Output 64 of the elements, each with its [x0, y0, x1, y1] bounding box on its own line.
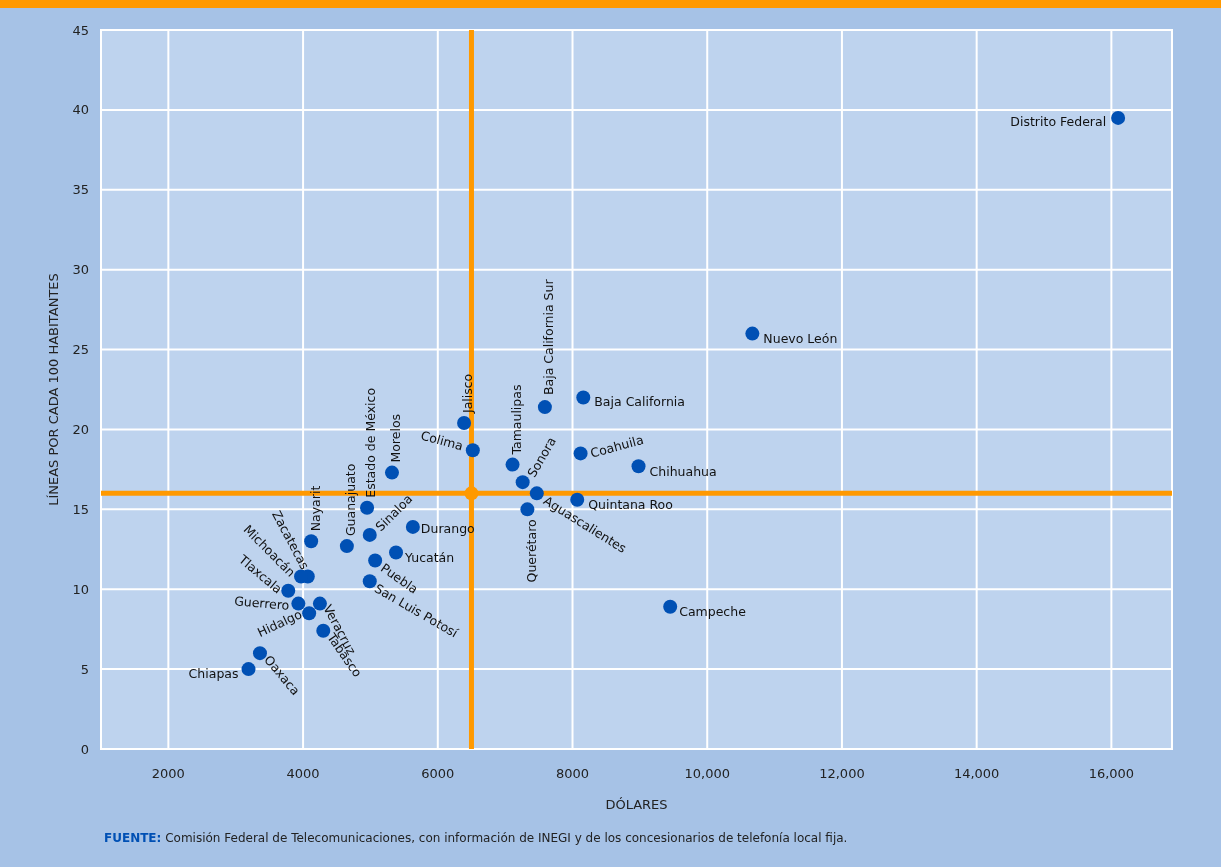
point: [505, 457, 520, 472]
point: [384, 465, 399, 480]
annotation: Chihuahua: [649, 463, 717, 479]
x-axis-title: DÓLARES: [605, 797, 668, 812]
point: [368, 553, 383, 568]
y-tick-label: 35: [72, 182, 89, 198]
annotation: Baja California Sur: [541, 278, 557, 396]
y-tick-label: 45: [72, 22, 89, 38]
source-note: FUENTE: Comisión Federal de Telecomunicaciones, con información de INEGI y de los concesionarios de telefonía local fija.: [104, 831, 848, 845]
point: [465, 443, 480, 458]
annotation: Morelos: [388, 413, 404, 463]
point: [529, 486, 544, 501]
annotation: Nuevo León: [763, 330, 838, 346]
point: [520, 502, 535, 517]
annotation: Yucatán: [404, 549, 455, 565]
annotation: Distrito Federal: [1010, 114, 1107, 130]
y-axis-title: LÍNEAS POR CADA 100 HABITANTES: [46, 273, 61, 506]
point: [389, 545, 404, 560]
x-tick-label: 12,000: [819, 766, 865, 781]
x-tick-label: 10,000: [684, 766, 730, 781]
y-tick-label: 25: [72, 342, 89, 358]
y-tick-label: 5: [80, 661, 89, 677]
x-tick-label: 4000: [286, 766, 320, 781]
annotation: Estado de México: [363, 387, 379, 498]
y-tick-label: 20: [72, 421, 89, 437]
x-tick-label: 14,000: [953, 766, 1000, 781]
x-tick-label: 16,000: [1088, 766, 1135, 781]
point: [241, 662, 256, 677]
point: [362, 527, 377, 542]
point: [302, 606, 317, 621]
annotation: Tamaulipas: [508, 384, 524, 456]
point: [291, 596, 306, 611]
y-tick-label: 40: [72, 102, 89, 118]
point: [360, 500, 375, 515]
annotation: Campeche: [679, 604, 747, 620]
annotation: Jalisco: [460, 373, 476, 415]
point: [281, 583, 296, 598]
point: [631, 459, 646, 474]
y-tick-label: 0: [80, 741, 89, 757]
y-tick-label: 15: [72, 501, 89, 517]
point: [745, 326, 760, 341]
point: [339, 539, 354, 554]
point: [537, 400, 552, 415]
annotation: Coahuila: [588, 431, 646, 461]
annotation: Baja California: [594, 393, 685, 409]
x-tick-label: 2000: [151, 766, 185, 781]
point: [576, 390, 591, 405]
x-tick-label: 6000: [421, 766, 455, 781]
annotation: Nayarit: [307, 485, 323, 532]
annotation: Querétaro: [523, 519, 539, 583]
point: [515, 475, 530, 490]
annotation: Chiapas: [188, 666, 239, 682]
annotation: Colima: [419, 427, 465, 454]
x-tick-label: 8000: [555, 766, 590, 781]
annotation: Guanajuato: [343, 463, 359, 537]
point: [312, 596, 327, 611]
point: [457, 416, 472, 431]
point: [663, 599, 678, 614]
point: [573, 446, 588, 461]
point: [1111, 110, 1126, 125]
point: [252, 646, 267, 661]
y-tick-label: 10: [72, 581, 89, 597]
y-tick-label: 30: [72, 262, 89, 278]
annotation: Guerrero: [233, 593, 291, 613]
